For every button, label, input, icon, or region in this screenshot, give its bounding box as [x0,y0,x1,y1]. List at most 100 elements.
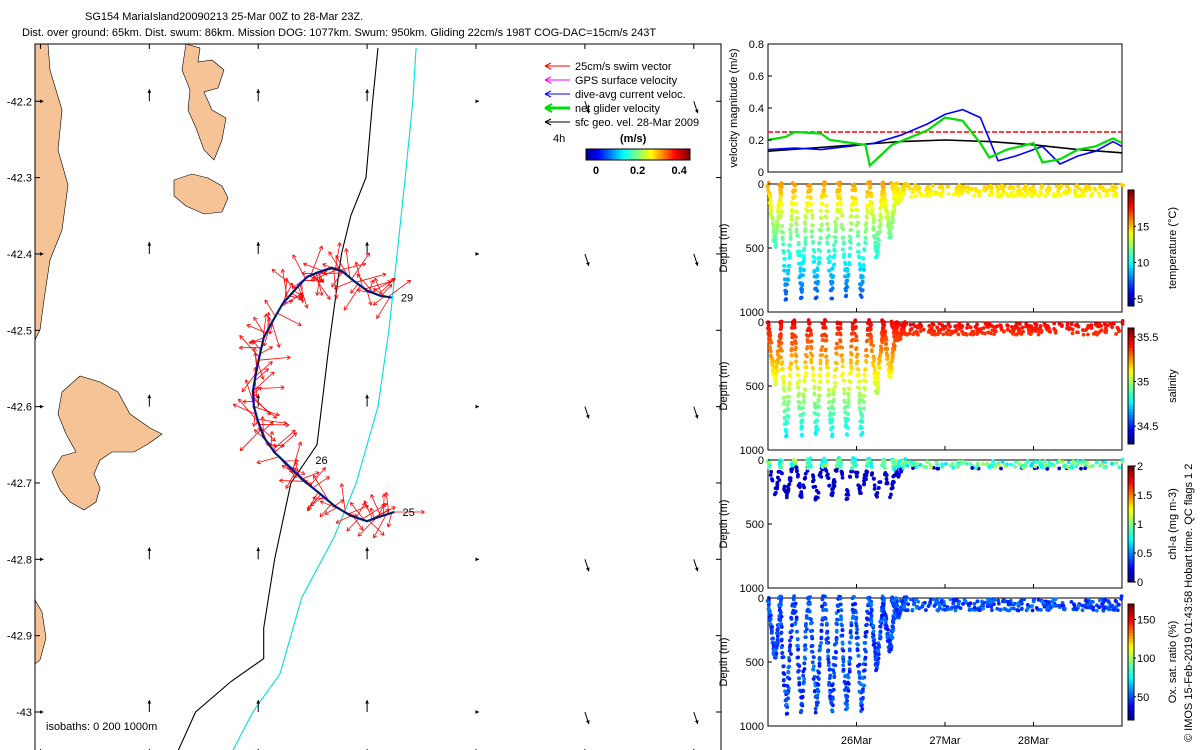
oxy-sample [775,637,780,642]
oxy-sample [992,602,996,607]
sal-sample [863,367,868,372]
sal-sample [859,432,864,437]
temp-colorbar-cell [1128,236,1134,240]
sal-sample [939,327,943,332]
sal-colorbar-cell [1128,348,1134,352]
temp-sample [767,201,772,205]
oxy-sample [847,669,852,674]
temp-sample [841,255,846,259]
temp-sample [818,208,823,213]
sal-colorbar-cell [1128,357,1134,361]
temp-sample [1023,183,1028,188]
temp-sample [1031,190,1036,195]
temp-colorbar-cell [1128,210,1134,214]
temp-sample [956,193,961,198]
oxy-sample [1040,599,1045,604]
chl-sample [1039,465,1044,469]
chl-sample [889,492,893,497]
sal-sample [797,391,802,396]
chl-sample [1036,460,1041,465]
oxy-sample [840,641,845,646]
temp-sample [937,185,942,190]
chl-colorbar-cell [1128,567,1134,571]
temp-sample [779,229,784,234]
sal-sample [1094,323,1099,328]
temp-sample [838,207,843,212]
sal-sample [832,374,837,379]
temp-sample [896,189,900,194]
chl-sample [1025,459,1030,464]
swim-vector-head [251,422,257,427]
temp-sample [832,249,837,253]
swim-vector [368,520,385,536]
swim-vector-head [331,282,336,288]
sal-sample [911,332,916,337]
oxy-sample [795,637,800,641]
sal-sample [809,344,814,349]
sal-sample [853,326,858,330]
temp-sample [877,230,882,234]
sal-sample [803,352,808,357]
oxy-sample [827,667,832,672]
velocity-series-geo [767,139,1123,154]
sal-colorbar-cell [1128,435,1134,439]
map-colorbar-cell [670,149,673,160]
temp-sample [835,216,840,221]
temp-sample [1077,194,1082,198]
oxy-sample [787,638,792,643]
oxy-colorbar-cell [1128,647,1134,651]
map-colorbar-cell [660,149,663,160]
temp-sample [954,185,959,190]
sal-sample [839,353,843,358]
swim-vector [303,263,323,272]
oxy-sample [817,656,822,660]
swim-vector-head [257,386,262,392]
temp-sample [853,186,858,191]
sal-sample [859,425,863,430]
geo-arrow-head [694,720,699,725]
sal-sample [834,367,839,371]
sal-sample [1053,328,1058,333]
temp-sample [802,268,806,273]
oxy-sample [856,635,860,640]
geo-arrow-head [585,720,590,725]
legend-net-arrowhead [544,103,553,113]
oxy-sample [969,607,974,612]
chl-sample [1045,466,1050,471]
map-colorbar-cell [682,149,685,160]
swim-vector-head [387,284,393,289]
sal-colorbar-cell [1128,386,1134,390]
temp-sample [857,261,862,266]
map-colorbar-cell [672,149,675,160]
swim-vector-head [385,509,390,514]
sal-sample [1021,329,1025,334]
temp-sample [925,185,930,190]
oxy-sample [854,621,858,626]
sal-sample [932,329,937,334]
oxy-sample [1119,594,1124,598]
chl-sample [775,486,779,491]
sal-sample [830,418,835,422]
map-colorbar-cell [614,149,617,160]
chl-sample [802,485,807,490]
chl-colorbar-tick-label: 1.5 [1137,490,1152,502]
oxy-colorbar-tick-label: 100 [1137,653,1155,665]
chl-sample [925,459,930,464]
sal-sample [767,326,772,331]
temp-sample [1092,186,1097,191]
sal-sample [768,333,773,338]
sal-sample [1042,321,1047,326]
swim-vector [256,456,280,464]
sal-sample [782,415,787,420]
temp-sample [891,190,896,195]
swim-vector-head [292,432,298,437]
swim-vector-head [232,403,238,408]
chl-sample [808,464,813,469]
sal-sample [885,353,889,358]
sal-sample [856,367,861,372]
temp-sample [782,263,787,268]
oxy-sample [871,629,876,634]
oxy-sample [865,622,869,627]
oxy-sample [800,688,805,693]
velocity-frame [767,43,1123,173]
